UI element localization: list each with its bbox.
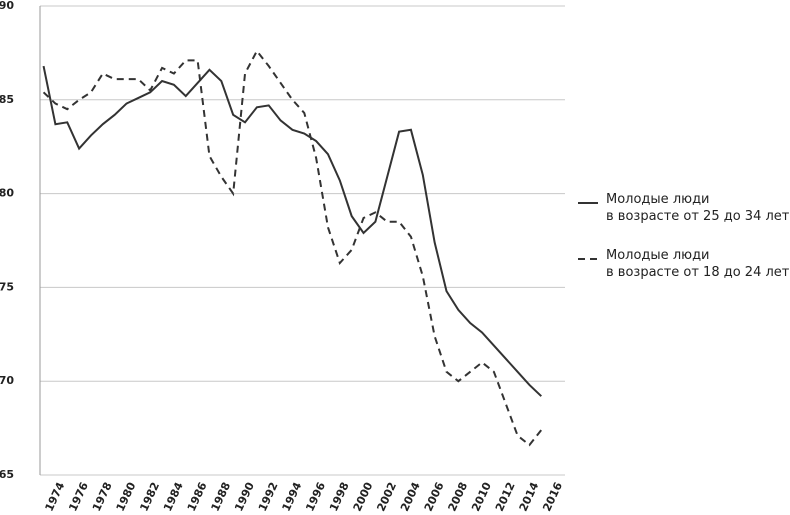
- y-tick-label: 85: [0, 93, 14, 106]
- x-tick-label: 2010: [469, 480, 494, 514]
- x-tick-label: 1980: [114, 480, 139, 514]
- x-tick-label: 1976: [66, 480, 91, 514]
- y-tick-label: 70: [0, 374, 14, 387]
- y-tick-label: 75: [0, 280, 14, 293]
- y-tick-label: 65: [0, 468, 14, 481]
- x-tick-label: 1988: [209, 480, 234, 513]
- x-tick-label: 1982: [137, 480, 162, 513]
- series-line: [42, 49, 543, 447]
- legend-label: Молодые люди в возрасте от 25 до 34 лет: [606, 192, 790, 224]
- x-tick-label: 2006: [422, 480, 447, 514]
- x-tick-label: 1998: [327, 480, 352, 513]
- x-tick-label: 2008: [446, 480, 471, 513]
- x-tick-label: 1990: [232, 480, 257, 514]
- x-tick-label: 2012: [493, 480, 518, 513]
- legend-label: Молодые люди в возрасте от 18 до 24 лет: [606, 248, 790, 280]
- x-tick-label: 2016: [540, 480, 565, 514]
- x-tick-label: 2000: [351, 480, 376, 514]
- series-line: [42, 65, 542, 397]
- x-tick-label: 1992: [256, 480, 281, 513]
- x-tick-label: 1986: [185, 480, 210, 514]
- x-tick-label: 1996: [303, 480, 328, 514]
- x-tick-label: 2004: [398, 480, 423, 514]
- x-tick-label: 2002: [374, 480, 399, 513]
- y-tick-label: 80: [0, 187, 14, 200]
- x-tick-label: 1974: [43, 480, 68, 514]
- x-tick-label: 1978: [90, 480, 115, 513]
- x-tick-label: 1984: [161, 480, 186, 514]
- x-tick-label: 2014: [517, 480, 542, 514]
- y-tick-label: 90: [0, 0, 14, 12]
- x-tick-label: 1994: [280, 480, 305, 514]
